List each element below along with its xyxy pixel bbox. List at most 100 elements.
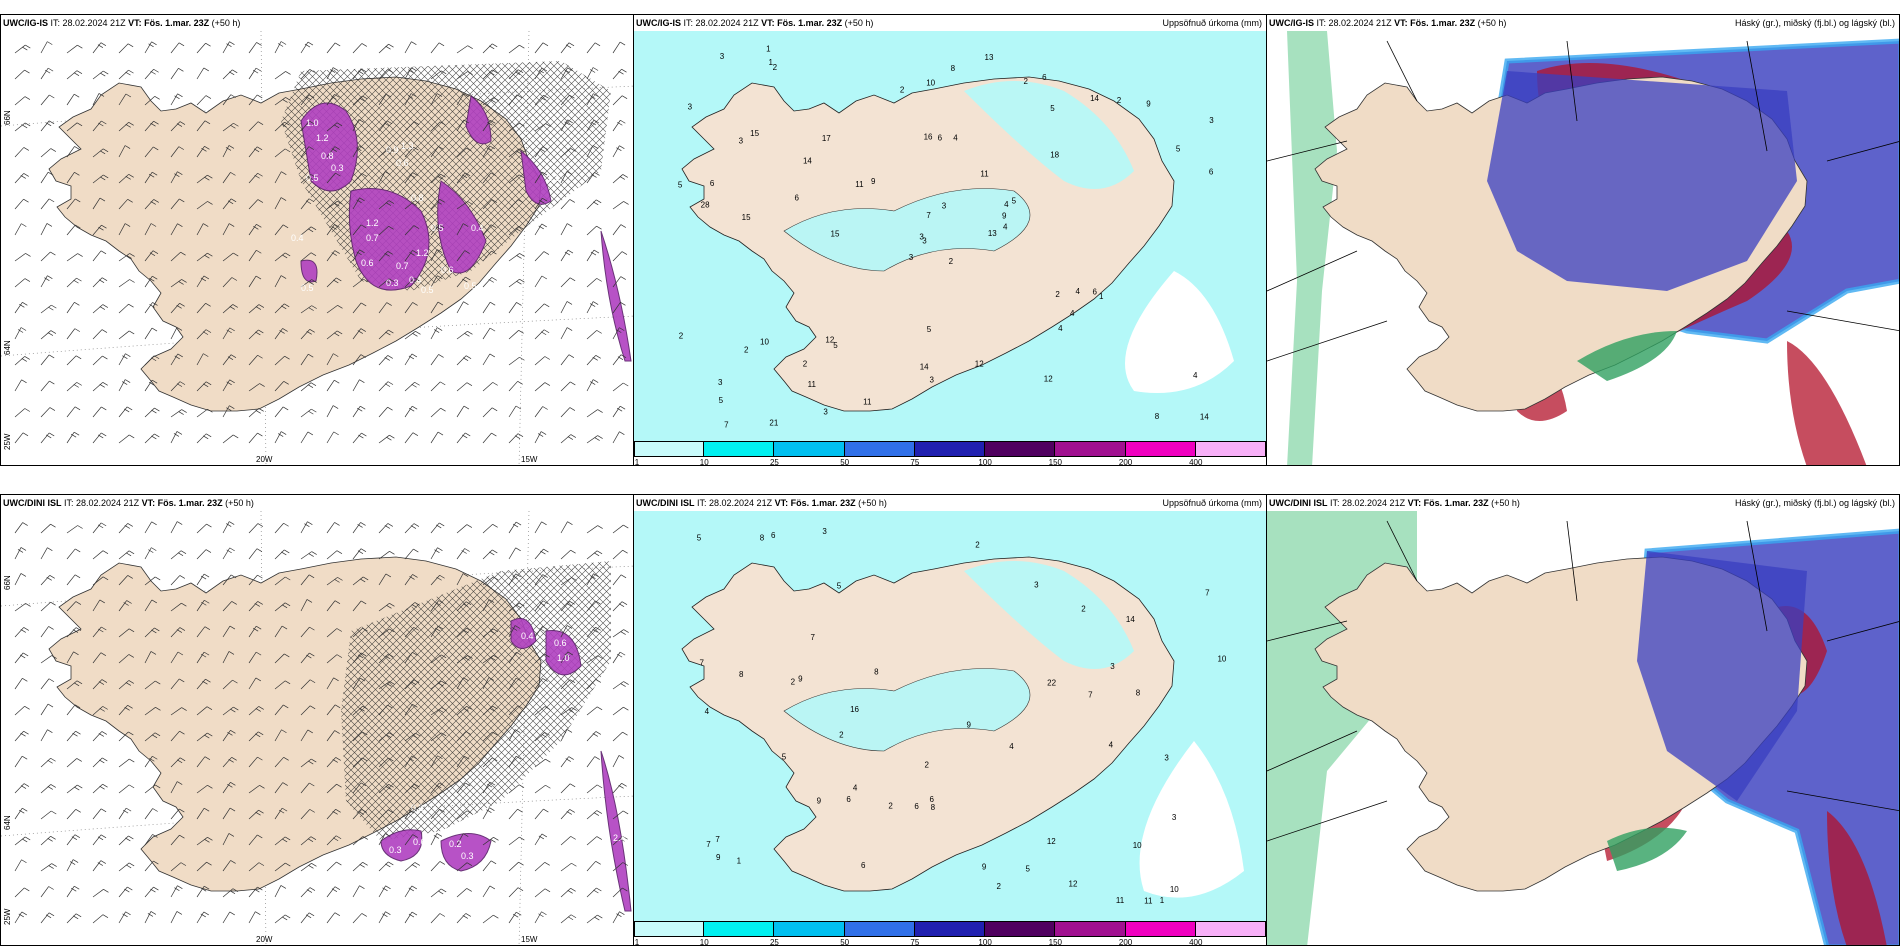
lon-label-20w: 20W xyxy=(256,455,273,464)
precip-colorbar: 1 10 25 50 75 100 150 200 400 xyxy=(634,441,1266,465)
cloud-map xyxy=(1267,511,1899,945)
colorbar-swatch xyxy=(1055,921,1126,937)
panel-precip-igis: UWC/IG-IS IT: 28.02.2024 21Z VT: Fös. 1.… xyxy=(633,14,1267,466)
precip-value: 5 xyxy=(697,533,702,542)
colorbar-tick: 400 xyxy=(1189,458,1203,466)
precip-value: 10 xyxy=(926,78,935,87)
panel-wind-igis: UWC/IG-IS IT: 28.02.2024 21Z VT: Fös. 1.… xyxy=(0,14,634,466)
precip-value: 8 xyxy=(739,670,744,679)
panel-header: UWC/DINI ISL IT: 28.02.2024 21Z VT: Fös.… xyxy=(3,498,254,508)
visibility-label: 0.4 xyxy=(521,631,534,641)
precip-value: 4 xyxy=(1075,287,1080,296)
precip-value: 3 xyxy=(942,202,947,211)
precip-value: 7 xyxy=(811,633,816,642)
precip-value: 11 xyxy=(863,398,872,407)
precip-value: 2 xyxy=(924,761,929,770)
precip-value: 6 xyxy=(1042,73,1047,82)
precip-value: 4 xyxy=(1009,742,1014,751)
precip-value: 13 xyxy=(985,53,994,62)
lon-label-25w: 25W xyxy=(3,433,12,450)
precip-value: 9 xyxy=(982,862,987,871)
precip-value: 10 xyxy=(1170,885,1179,894)
precip-value: 4 xyxy=(1070,309,1075,318)
visibility-label: 0.6 xyxy=(441,265,454,275)
precip-value: 5 xyxy=(833,341,838,350)
precip-value: 6 xyxy=(710,179,715,188)
precip-value: 6 xyxy=(914,802,919,811)
colorbar-swatch xyxy=(844,441,915,457)
precip-value: 7 xyxy=(715,835,720,844)
cloud-title: Háský (gr.), miðský (fj.bl.) og lágský (… xyxy=(1734,18,1895,28)
precip-colorbar: 1 10 25 50 75 100 150 200 400 xyxy=(634,921,1266,945)
precip-value: 15 xyxy=(742,213,751,222)
precip-value: 2 xyxy=(1023,77,1028,86)
lat-label-66n: 66N xyxy=(3,110,12,125)
visibility-label: 0.5 xyxy=(421,285,434,295)
colorbar-swatch xyxy=(1125,921,1196,937)
colorbar-tick: 200 xyxy=(1118,938,1133,946)
colorbar-tick: 10 xyxy=(699,938,709,946)
precip-value: 6 xyxy=(938,134,943,143)
cloud-title: Háský (gr.), miðský (fj.bl.) og lágský (… xyxy=(1734,498,1895,508)
colorbar-tick: 150 xyxy=(1048,938,1063,946)
panel-header: UWC/IG-IS IT: 28.02.2024 21Z VT: Fös. 1.… xyxy=(1269,18,1507,28)
precip-title: Uppsöfnuð úrkoma (mm) xyxy=(1162,498,1262,508)
precip-map: 2333456451321415331821161110951165115102… xyxy=(634,31,1266,443)
precip-value: 8 xyxy=(760,534,765,543)
precip-value: 4 xyxy=(1109,741,1114,750)
precip-value: 16 xyxy=(924,132,933,141)
colorbar-swatch xyxy=(774,441,845,457)
precip-value: 3 xyxy=(822,527,827,536)
precip-value: 5 xyxy=(1176,144,1181,153)
precip-value: 13 xyxy=(988,229,997,238)
colorbar-tick: 75 xyxy=(910,938,920,946)
precip-value: 3 xyxy=(688,103,693,112)
colorbar-swatch xyxy=(1125,441,1196,457)
precip-value: 5 xyxy=(678,181,683,190)
precip-value: 6 xyxy=(929,795,934,804)
visibility-label: 0.3 xyxy=(386,278,399,288)
precip-value: 6 xyxy=(1209,167,1214,176)
colorbar-tick: 75 xyxy=(910,458,920,466)
precip-value: 28 xyxy=(701,201,710,210)
visibility-label: 0.7 xyxy=(366,233,379,243)
precip-value: 2 xyxy=(1081,605,1086,614)
precip-value: 4 xyxy=(953,133,958,142)
precip-value: 5 xyxy=(1050,104,1055,113)
precip-value: 17 xyxy=(822,134,831,143)
colorbar-swatch xyxy=(774,921,845,937)
precip-value: 2 xyxy=(1055,290,1060,299)
precip-value: 3 xyxy=(720,52,725,61)
colorbar-swatch xyxy=(634,441,705,457)
precip-value: 6 xyxy=(771,531,776,540)
precip-value: 8 xyxy=(874,668,879,677)
colorbar-tick: 100 xyxy=(978,458,992,466)
precip-value: 11 xyxy=(808,380,817,389)
precip-value: 11 xyxy=(855,180,864,189)
precip-value: 9 xyxy=(1146,99,1151,108)
precip-value: 3 xyxy=(930,375,935,384)
precip-value: 6 xyxy=(846,795,851,804)
precip-value: 11 xyxy=(980,170,989,179)
precip-value: 9 xyxy=(1002,212,1007,221)
colorbar-swatch xyxy=(985,441,1056,457)
colorbar-tick: 1 xyxy=(634,938,640,946)
precip-value: 12 xyxy=(825,335,834,344)
precip-value: 1 xyxy=(766,44,771,53)
precip-value: 3 xyxy=(1164,753,1169,762)
colorbar-swatch xyxy=(985,921,1056,937)
precip-value: 8 xyxy=(1155,412,1160,421)
visibility-label: 1.2 xyxy=(316,133,329,143)
visibility-label: 0.5 xyxy=(479,823,492,833)
visibility-label: 0.7 xyxy=(396,261,409,271)
precip-value: 9 xyxy=(798,674,803,683)
colorbar-tick: 1 xyxy=(634,458,640,466)
precip-value: 18 xyxy=(1050,151,1059,160)
visibility-label: 1.3 xyxy=(401,141,414,151)
precip-value: 3 xyxy=(1172,813,1177,822)
precip-value: 3 xyxy=(823,407,828,416)
precip-value: 7 xyxy=(700,659,705,668)
visibility-label: 1.1 xyxy=(547,173,560,183)
panel-precip-dini: UWC/DINI ISL IT: 28.02.2024 21Z VT: Fös.… xyxy=(633,494,1267,946)
panel-header: UWC/DINI ISL IT: 28.02.2024 21Z VT: Fös.… xyxy=(636,498,887,508)
